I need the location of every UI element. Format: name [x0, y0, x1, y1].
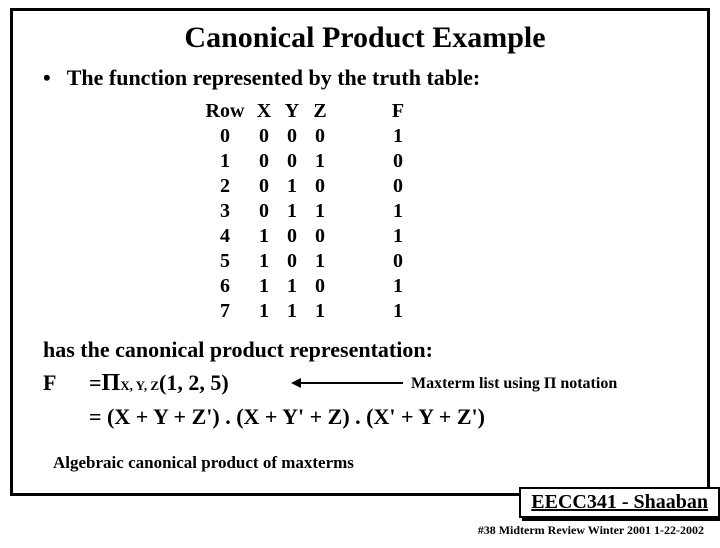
product-symbol: Π — [102, 366, 121, 401]
th-spacer — [334, 99, 384, 124]
table-row: 4 1 0 0 1 — [200, 224, 530, 249]
eq-lhs: F — [43, 367, 89, 399]
th-row: Row — [206, 99, 245, 124]
cell-f: 1 — [393, 124, 403, 149]
eq-prefix: = — [89, 367, 102, 399]
slide-frame: Canonical Product Example • The function… — [10, 8, 710, 496]
equation-line-1: F = Π X, Y, Z (1, 2, 5) Maxterm list usi… — [43, 366, 687, 401]
cell-z: 1 — [315, 199, 325, 224]
cell-r: 0 — [220, 124, 230, 149]
cell-r: 1 — [220, 149, 230, 174]
cell-f: 0 — [393, 149, 403, 174]
th-y: Y — [285, 99, 299, 124]
cell-y: 1 — [287, 274, 297, 299]
slide-footer: #38 Midterm Review Winter 2001 1-22-2002 — [478, 523, 704, 538]
cell-y: 0 — [287, 124, 297, 149]
cell-x: 0 — [259, 174, 269, 199]
cell-r: 2 — [220, 174, 230, 199]
table-row: 6 1 1 0 1 — [200, 274, 530, 299]
cell-x: 1 — [259, 299, 269, 324]
cell-r: 4 — [220, 224, 230, 249]
intro-bullet: • The function represented by the truth … — [43, 65, 687, 91]
cell-y: 0 — [287, 224, 297, 249]
table-row: 1 0 0 1 0 — [200, 149, 530, 174]
course-box: EECC341 - Shaaban — [519, 487, 720, 518]
cell-spacer — [334, 224, 384, 249]
cell-f: 1 — [393, 224, 403, 249]
equation-line-2: = (X + Y + Z') . (X + Y' + Z) . (X' + Y … — [43, 401, 687, 433]
cell-z: 0 — [315, 174, 325, 199]
th-f: F — [392, 99, 404, 124]
cell-y: 0 — [287, 249, 297, 274]
cell-x: 1 — [259, 249, 269, 274]
cell-y: 1 — [287, 174, 297, 199]
th-z: Z — [313, 99, 326, 124]
annotation-arrow: Maxterm list using Π notation — [293, 372, 617, 395]
cell-spacer — [334, 149, 384, 174]
table-row: 7 1 1 1 1 — [200, 299, 530, 324]
cell-r: 7 — [220, 299, 230, 324]
cell-x: 1 — [259, 274, 269, 299]
cell-z: 0 — [315, 224, 325, 249]
table-row: 5 1 0 1 0 — [200, 249, 530, 274]
maxterm-note: Maxterm list using Π notation — [411, 372, 617, 395]
cell-x: 1 — [259, 224, 269, 249]
table-row: 3 0 1 1 1 — [200, 199, 530, 224]
table-header: Row X Y Z F — [200, 99, 530, 124]
cell-x: 0 — [259, 149, 269, 174]
cell-spacer — [334, 174, 384, 199]
cell-spacer — [334, 124, 384, 149]
cell-spacer — [334, 274, 384, 299]
cell-r: 3 — [220, 199, 230, 224]
cell-y: 1 — [287, 199, 297, 224]
cell-f: 1 — [393, 199, 403, 224]
cell-z: 0 — [315, 124, 325, 149]
cell-z: 1 — [315, 249, 325, 274]
product-subscript: X, Y, Z — [120, 377, 159, 396]
table-row: 2 0 1 0 0 — [200, 174, 530, 199]
cell-f: 1 — [393, 274, 403, 299]
canonical-intro: has the canonical product representation… — [43, 334, 687, 366]
cell-y: 0 — [287, 149, 297, 174]
bullet-dot: • — [43, 65, 51, 91]
table-row: 0 0 0 0 1 — [200, 124, 530, 149]
cell-r: 5 — [220, 249, 230, 274]
product-args: (1, 2, 5) — [159, 367, 229, 399]
truth-table: Row X Y Z F 0 0 0 0 1 1 0 0 1 0 2 0 1 0 — [200, 99, 530, 324]
cell-f: 0 — [393, 249, 403, 274]
algebraic-note: Algebraic canonical product of maxterms — [43, 453, 687, 473]
cell-x: 0 — [259, 199, 269, 224]
cell-f: 0 — [393, 174, 403, 199]
cell-spacer — [334, 299, 384, 324]
intro-text: The function represented by the truth ta… — [67, 65, 481, 91]
cell-z: 1 — [315, 299, 325, 324]
cell-x: 0 — [259, 124, 269, 149]
th-x: X — [257, 99, 271, 124]
slide-title: Canonical Product Example — [43, 21, 687, 55]
cell-z: 1 — [315, 149, 325, 174]
cell-y: 1 — [287, 299, 297, 324]
cell-f: 1 — [393, 299, 403, 324]
cell-spacer — [334, 249, 384, 274]
arrow-icon — [293, 382, 403, 384]
cell-r: 6 — [220, 274, 230, 299]
cell-spacer — [334, 199, 384, 224]
cell-z: 0 — [315, 274, 325, 299]
